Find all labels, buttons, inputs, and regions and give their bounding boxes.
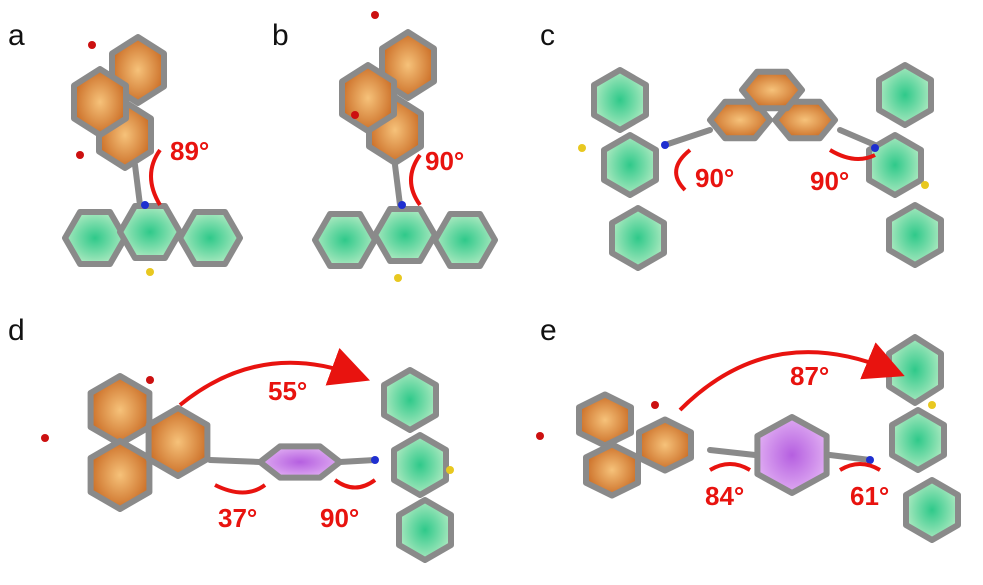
angle-label: 90° (695, 163, 734, 193)
oxygen-atom (76, 151, 84, 159)
bond (837, 127, 878, 148)
phenothiazine-ring (372, 206, 438, 264)
angle-label: 90° (810, 166, 849, 196)
nitrogen-atom (371, 456, 379, 464)
naphthalimide-ring (87, 373, 153, 447)
bond (132, 162, 143, 208)
phenothiazine-ring (391, 432, 449, 498)
phenothiazine-ring (177, 209, 243, 267)
sulfur-atom (146, 268, 154, 276)
sulfur-atom (928, 401, 936, 409)
phenothiazine-ring (396, 497, 454, 563)
naphthalimide-ring (636, 416, 694, 474)
phenothiazine-ring (903, 477, 961, 543)
phenothiazine-ring (62, 209, 128, 267)
angle-label: 89° (170, 136, 209, 166)
angle-label: 37° (218, 503, 257, 533)
oxygen-atom (351, 111, 359, 119)
naphthalimide-ring (576, 391, 634, 449)
phenyl-ring (257, 443, 343, 481)
panel-label-b: b (272, 19, 289, 52)
nitrogen-atom (661, 141, 669, 149)
oxygen-atom (41, 434, 49, 442)
angle-arc-c-right (828, 148, 876, 161)
bond (392, 162, 403, 208)
arrow-d (178, 347, 371, 407)
oxygen-atom (88, 41, 96, 49)
angle-marks (149, 148, 905, 495)
panel-label-e: e (540, 314, 557, 347)
angle-arc-a (149, 148, 162, 207)
naphthalimide-ring (583, 441, 641, 499)
naphthalimide-ring (739, 68, 805, 112)
angle-arc-e-right (838, 462, 882, 472)
sulfur-atom (921, 181, 929, 189)
oxygen-atom (146, 376, 154, 384)
phenothiazine-ring (312, 211, 378, 269)
phenothiazine-ring (886, 202, 944, 268)
phenothiazine-ring (889, 407, 947, 473)
naphthalimide-ring (772, 98, 838, 142)
bond (337, 457, 378, 465)
naphthalimide-ring (87, 438, 153, 512)
phenothiazine-ring (432, 211, 498, 269)
angle-arc-e-left (708, 462, 752, 472)
panel-label-d: d (8, 314, 25, 347)
sulfur-atom (446, 466, 454, 474)
phenothiazine-ring (381, 367, 439, 433)
nitrogen-atom (141, 201, 149, 209)
angle-arc-b (409, 153, 422, 207)
phenothiazine-ring (886, 334, 944, 406)
angle-label: 84° (705, 481, 744, 511)
phenothiazine-ring (866, 132, 924, 198)
oxygen-atom (371, 11, 379, 19)
phenothiazine-ring (117, 203, 183, 261)
oxygen-atom (536, 432, 544, 440)
panel-label-c: c (540, 19, 555, 52)
molecule-rings (41, 11, 961, 563)
naphthalimide-ring (71, 66, 129, 138)
sulfur-atom (578, 144, 586, 152)
angle-label: 61° (850, 481, 889, 511)
panel-label-a: a (8, 19, 25, 52)
angle-arc-d-right (333, 478, 377, 490)
oxygen-atom (651, 401, 659, 409)
bond (662, 127, 713, 148)
phenyl-ring (754, 414, 830, 496)
angle-label: 87° (790, 361, 829, 391)
phenothiazine-ring (609, 205, 667, 271)
bond (207, 457, 263, 465)
sulfur-atom (394, 274, 402, 282)
phenothiazine-ring (876, 62, 934, 128)
angle-label: 90° (425, 146, 464, 176)
bond (827, 452, 873, 463)
angle-arc-d-left (214, 483, 267, 495)
nitrogen-atom (866, 456, 874, 464)
phenothiazine-ring (601, 132, 659, 198)
angle-label: 55° (268, 376, 307, 406)
angle-label: 90° (320, 503, 359, 533)
phenothiazine-ring (591, 67, 649, 133)
bond (707, 447, 758, 458)
nitrogen-atom (871, 144, 879, 152)
angle-arc-c-left (674, 148, 692, 192)
arrow-e (678, 342, 905, 412)
naphthalimide-ring (339, 62, 397, 134)
nitrogen-atom (398, 201, 406, 209)
naphthalimide-ring (145, 405, 211, 479)
